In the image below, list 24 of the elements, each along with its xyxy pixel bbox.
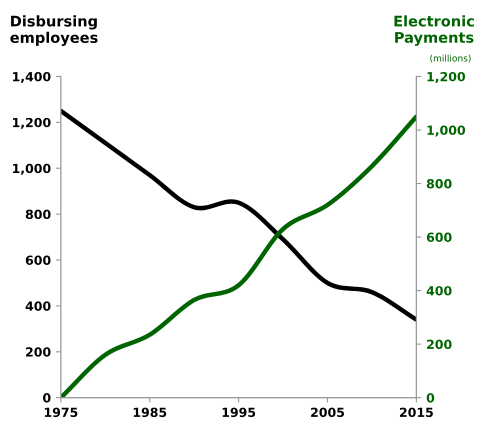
y-tick-label: 1,000 (13, 164, 51, 175)
y2-tick-label: 1,200 (428, 72, 466, 83)
y-tick-label: 0 (43, 393, 51, 403)
y2-tick-label: 0 (426, 393, 434, 403)
y-tick-label: 200 (26, 347, 51, 357)
x-tick-label: 1985 (134, 408, 166, 418)
line-series (60, 108, 416, 322)
y-tick-label: 1,200 (13, 118, 51, 129)
y-tick-label: 600 (26, 255, 51, 265)
y2-tick-label: 200 (427, 340, 452, 350)
x-tick-label: 2015 (400, 408, 433, 418)
y2-tick-label: 400 (426, 286, 452, 296)
x-tick-label: 2005 (311, 408, 344, 418)
y2-axis-title: Electronic Payments (394, 15, 474, 46)
y-axis-title: Disbursing employees (10, 15, 98, 46)
y-tick-label: 1,400 (13, 72, 51, 83)
y-tick-label: 400 (26, 301, 51, 311)
y2-tick-label: 800 (426, 179, 452, 188)
text: (millions) (430, 54, 471, 63)
y-tick-label: 800 (26, 210, 51, 220)
y2-tick-label: 1,000 (428, 125, 466, 137)
x-tick-label: 1975 (44, 408, 78, 418)
x-tick-label: 1995 (222, 408, 256, 418)
y2-tick-label: 600 (426, 232, 452, 242)
